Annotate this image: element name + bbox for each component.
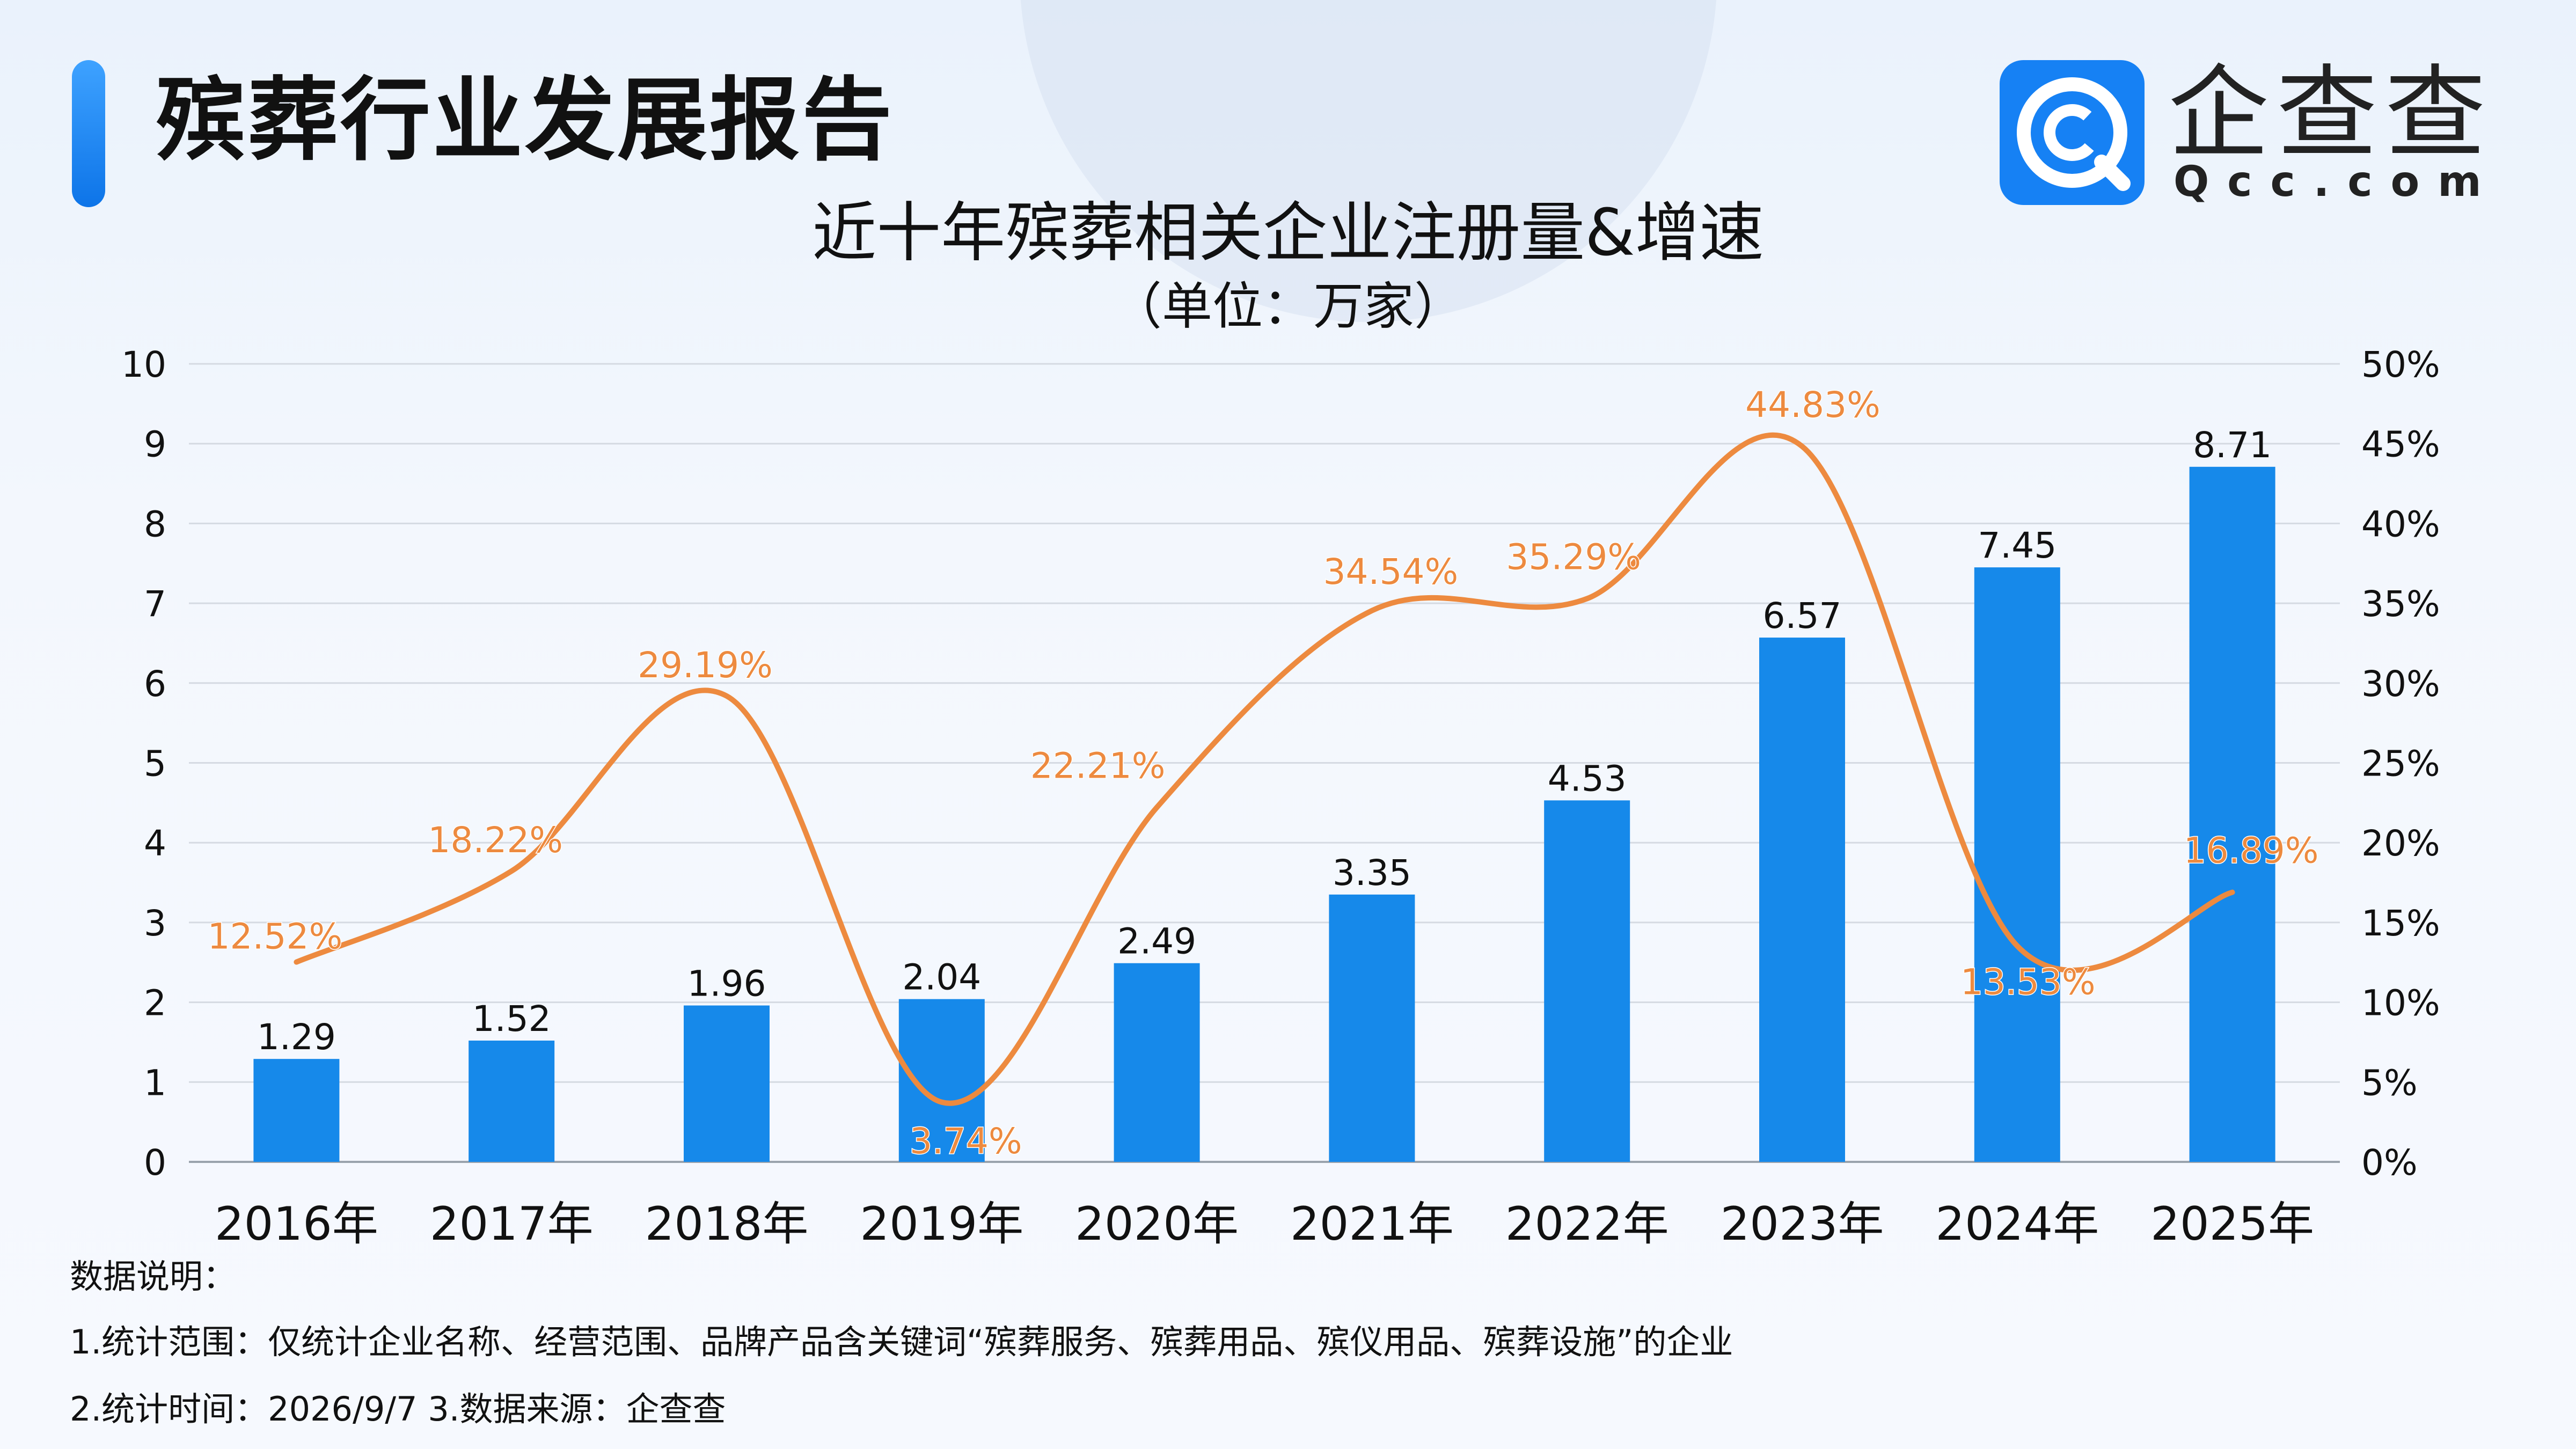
bar-value-label: 1.96: [687, 963, 766, 1005]
x-tick-label: 2022年: [1505, 1197, 1669, 1251]
y-left-tick-label: 7: [144, 583, 166, 625]
bar: [1114, 963, 1200, 1162]
x-tick-label: 2016年: [215, 1197, 378, 1251]
bar-value-label: 2.04: [902, 957, 981, 998]
x-tick-label: 2020年: [1075, 1197, 1239, 1251]
y-left-tick-label: 6: [144, 663, 166, 705]
growth-rate-label: 22.21%: [1030, 745, 1166, 786]
y-right-tick-label: 30%: [2361, 663, 2440, 705]
bar: [1974, 567, 2060, 1162]
chart-title: 近十年殡葬相关企业注册量&增速: [812, 196, 1764, 270]
qcc-logo-icon: [2000, 60, 2145, 205]
growth-rate-label: 29.19%: [638, 645, 773, 686]
page-title: 殡葬行业发展报告: [156, 68, 894, 173]
y-left-tick-label: 9: [144, 424, 166, 465]
y-left-tick-label: 8: [144, 503, 166, 545]
y-left-tick-label: 2: [144, 983, 166, 1024]
bar-value-label: 8.71: [2193, 425, 2272, 466]
bar: [1759, 638, 1845, 1162]
growth-rate-label: 3.74%: [910, 1121, 1022, 1162]
bar-value-label: 2.49: [1117, 921, 1196, 962]
x-tick-label: 2017年: [430, 1197, 594, 1251]
y-left-tick-label: 4: [144, 823, 166, 864]
bar-value-label: 3.35: [1333, 852, 1411, 894]
footer-scope-note: 1.统计范围：仅统计企业名称、经营范围、品牌产品含关键词“殡葬服务、殡葬用品、殡…: [70, 1322, 1733, 1362]
y-left-tick-label: 3: [144, 903, 166, 944]
header-accent-bar: [72, 60, 105, 207]
y-right-tick-label: 40%: [2361, 503, 2440, 545]
y-left-tick-label: 0: [144, 1142, 166, 1183]
x-tick-label: 2021年: [1290, 1197, 1454, 1251]
logo-name: 企查查: [2168, 55, 2493, 172]
growth-rate-label: 16.89%: [2184, 830, 2319, 872]
y-right-tick-label: 5%: [2361, 1062, 2418, 1103]
x-tick-label: 2018年: [645, 1197, 809, 1251]
x-tick-label: 2024年: [1935, 1197, 2099, 1251]
growth-rate-label: 13.53%: [1960, 962, 2096, 1003]
bar: [1329, 894, 1415, 1162]
bar: [2189, 466, 2275, 1162]
y-right-tick-label: 20%: [2361, 823, 2440, 864]
growth-rate-line: [294, 432, 2235, 1106]
x-tick-label: 2019年: [860, 1197, 1023, 1251]
growth-rate-label: 12.52%: [208, 916, 343, 957]
bar: [1544, 800, 1630, 1162]
bar-value-label: 4.53: [1548, 758, 1627, 799]
growth-rate-label: 44.83%: [1745, 384, 1880, 426]
y-left-tick-label: 10: [121, 344, 166, 385]
footer-heading: 数据说明：: [70, 1257, 237, 1296]
y-right-tick-label: 0%: [2361, 1142, 2418, 1183]
growth-rate-label: 35.29%: [1506, 536, 1641, 577]
y-right-tick-label: 10%: [2361, 983, 2440, 1024]
bar: [684, 1005, 770, 1162]
footer-source-note: 2.统计时间：2026/9/7 3.数据来源：企查查: [70, 1389, 726, 1429]
y-right-tick-label: 15%: [2361, 903, 2440, 944]
bar-value-label: 6.57: [1763, 595, 1842, 636]
bar-value-label: 7.45: [1978, 525, 2057, 566]
bar: [469, 1040, 555, 1162]
y-right-tick-label: 50%: [2361, 344, 2440, 385]
logo-domain: Qcc.com: [2174, 158, 2500, 206]
bar-value-label: 1.29: [257, 1016, 336, 1058]
y-left-tick-label: 5: [144, 743, 166, 785]
y-right-tick-label: 25%: [2361, 743, 2440, 785]
x-tick-label: 2025年: [2150, 1197, 2314, 1251]
x-tick-label: 2023年: [1721, 1197, 1884, 1251]
growth-rate-label: 18.22%: [428, 819, 563, 861]
y-left-tick-label: 1: [144, 1062, 166, 1103]
y-right-tick-label: 45%: [2361, 424, 2440, 465]
bar: [253, 1059, 340, 1162]
chart-subtitle: （单位：万家）: [1111, 277, 1465, 336]
y-right-tick-label: 35%: [2361, 583, 2440, 625]
growth-rate-label: 34.54%: [1323, 551, 1459, 592]
bar-value-label: 1.52: [472, 998, 551, 1040]
